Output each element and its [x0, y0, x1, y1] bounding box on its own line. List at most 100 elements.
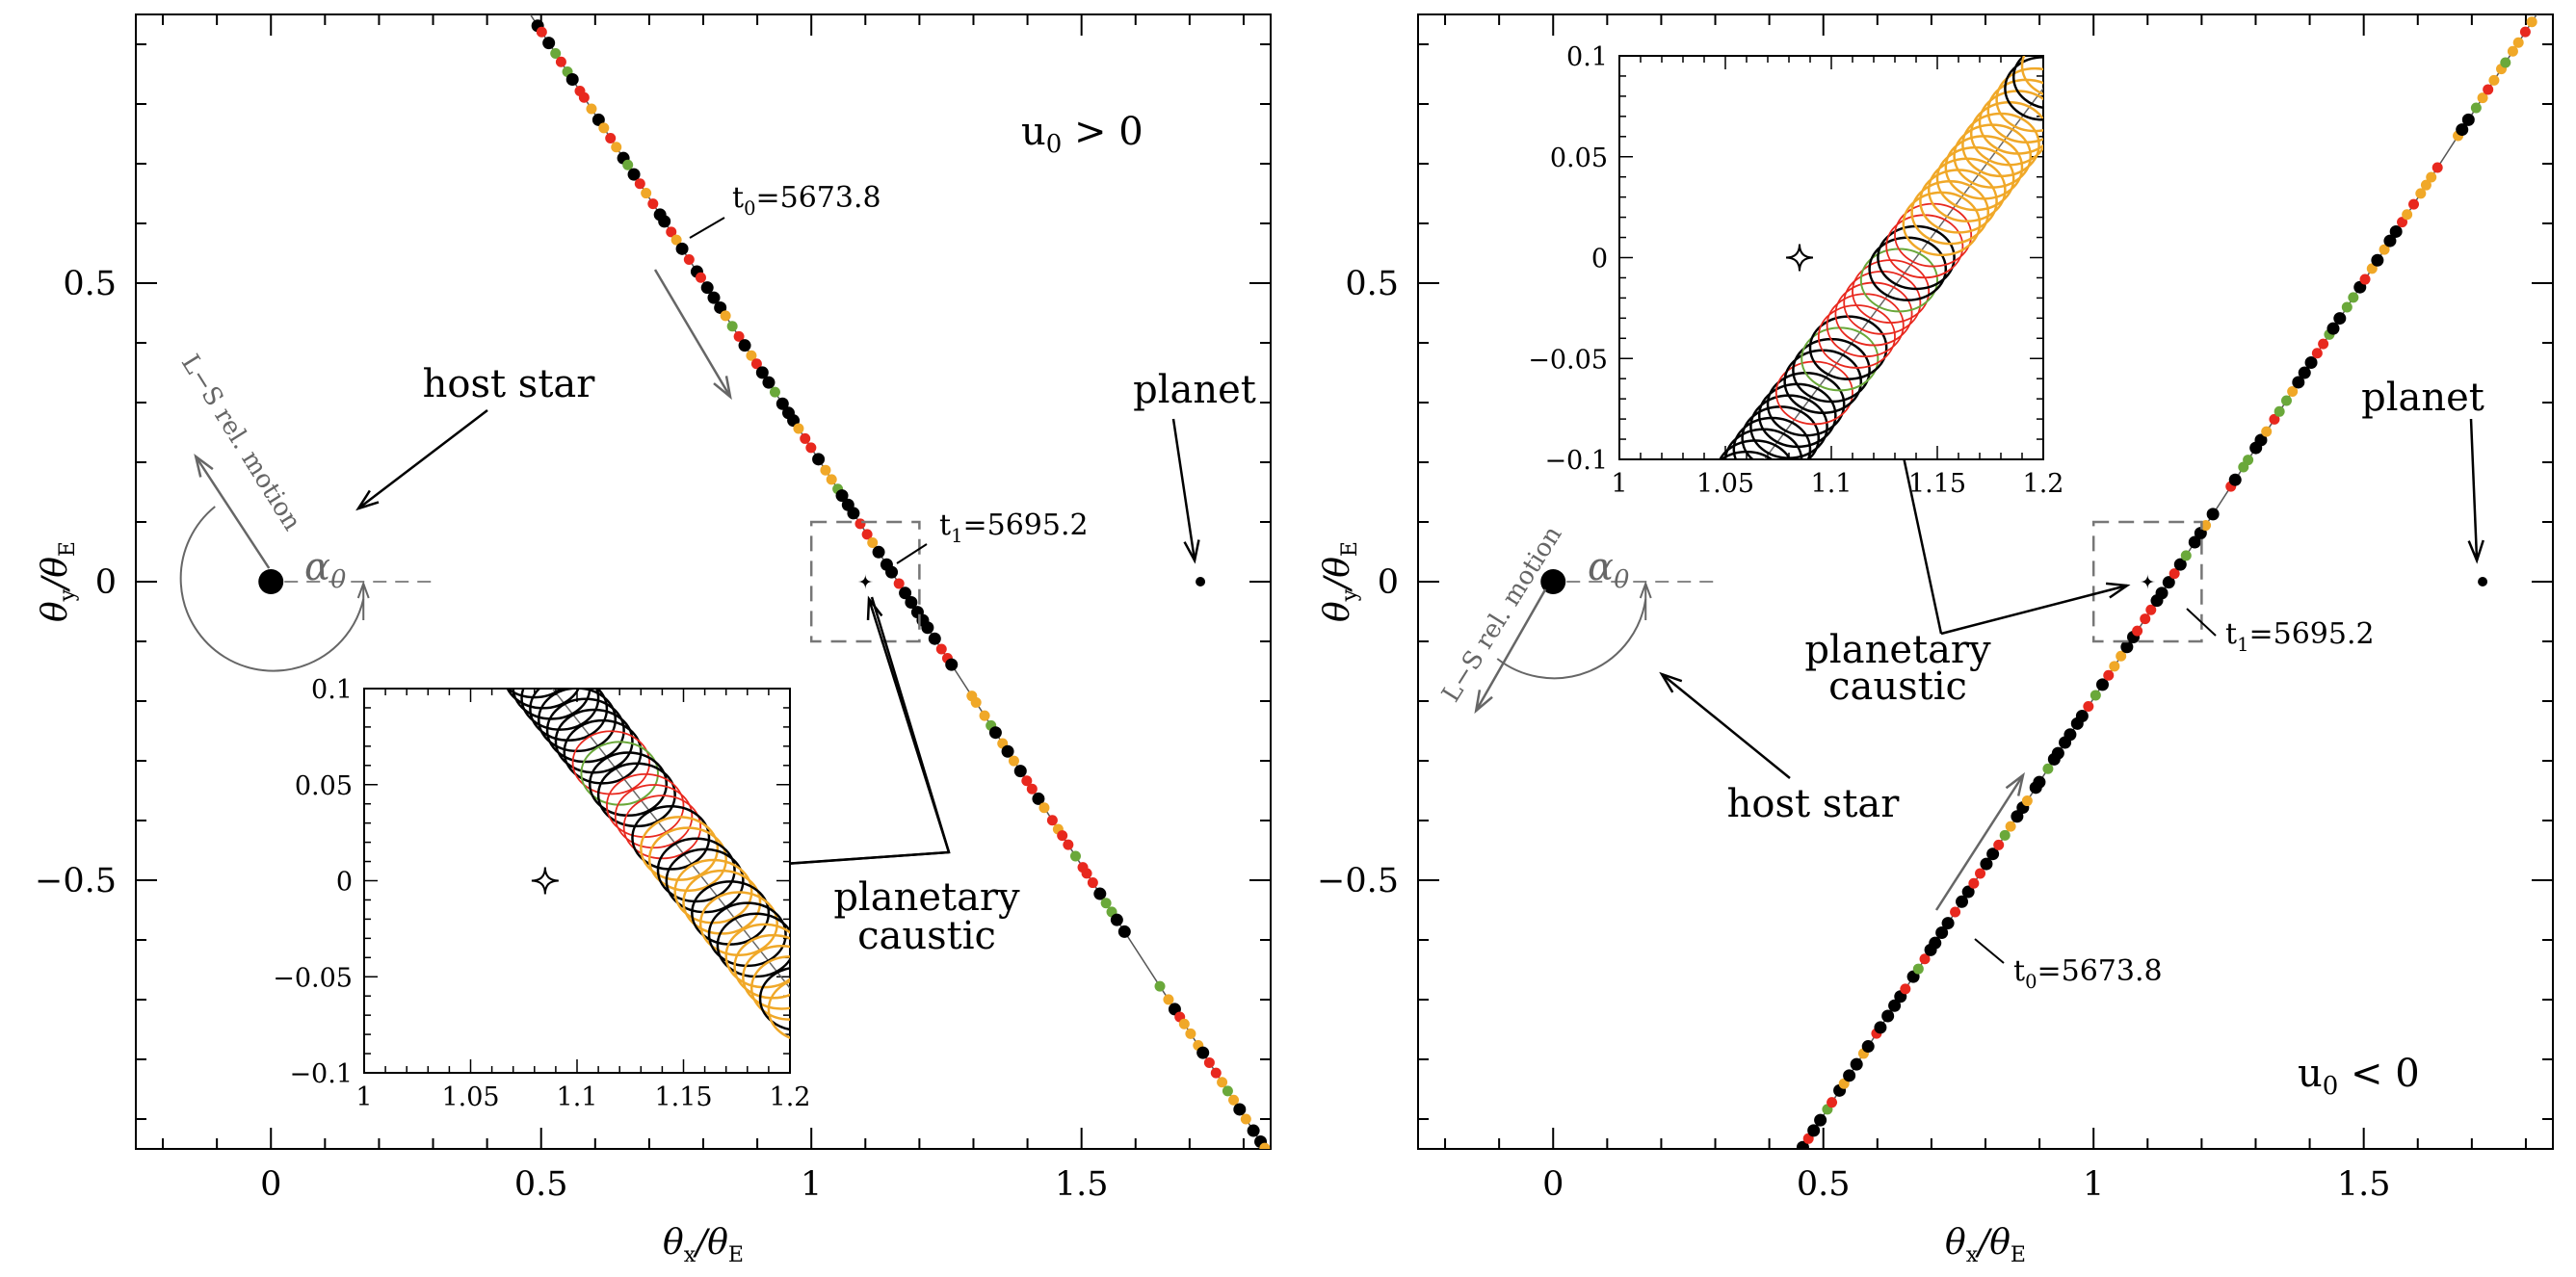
inset-caustic-shape — [1785, 244, 1814, 272]
source-circle — [631, 805, 711, 871]
y-tick-label: 0.5 — [1345, 265, 1399, 303]
inset-trajectory — [551, 689, 790, 990]
source-circle — [563, 718, 643, 785]
x-tick-label: 1.5 — [2337, 1165, 2391, 1204]
inset-x-tick-label: 1.15 — [1908, 469, 1966, 499]
data-point — [2180, 550, 2192, 561]
inset-right: 1 1.05 1.1 1.15 1.2 0.1 0.05 0 −0.05 −0.1 — [1528, 42, 2064, 593]
x-tick-label: 1 — [2083, 1165, 2104, 1204]
t0-leader — [689, 217, 725, 239]
inset-x-tick-label: 1.15 — [654, 1082, 712, 1112]
data-point — [605, 133, 617, 144]
data-point — [979, 710, 990, 721]
data-point — [1001, 744, 1014, 758]
data-point — [2280, 395, 2292, 406]
data-point — [2075, 710, 2089, 723]
y-tick-label: 0 — [95, 563, 117, 602]
data-point — [720, 310, 731, 322]
data-point — [2507, 45, 2518, 57]
u0-label: u0 < 0 — [2298, 1052, 2420, 1101]
data-point — [2359, 274, 2371, 285]
data-point — [2304, 356, 2318, 370]
data-point — [1247, 1124, 1260, 1137]
data-point — [2120, 640, 2134, 654]
data-point — [542, 37, 556, 50]
data-point — [769, 386, 780, 398]
data-point — [2042, 763, 2054, 774]
data-point — [2348, 292, 2359, 303]
data-point — [935, 643, 947, 655]
data-point — [1021, 775, 1033, 787]
data-point — [647, 198, 659, 210]
source-circle — [385, 495, 462, 558]
data-point — [1814, 1113, 1827, 1127]
data-point — [2116, 650, 2127, 662]
source-circle — [758, 967, 790, 1031]
data-point — [1807, 1124, 1821, 1137]
data-point — [1999, 829, 2011, 841]
source-circle — [606, 772, 685, 838]
data-point — [2005, 821, 2016, 832]
data-point — [835, 489, 849, 503]
data-point — [928, 632, 941, 645]
inset-content — [1649, 56, 2043, 593]
data-point — [1980, 857, 1993, 871]
source-circle — [1649, 531, 1725, 593]
data-point — [1968, 877, 1980, 889]
data-point — [565, 73, 579, 87]
data-point — [746, 350, 757, 361]
caustic-label-line1: planetary — [833, 875, 1020, 920]
inset-x-tick-label: 1.2 — [770, 1082, 811, 1112]
y-axis-label: θy/θE — [1318, 541, 1362, 622]
alpha-arc — [179, 506, 365, 672]
data-point — [970, 696, 982, 708]
inset-y-tick-label: 0.05 — [1550, 143, 1608, 173]
data-point — [578, 91, 590, 103]
inset-y-tick-label: −0.1 — [289, 1059, 353, 1089]
u0-label: u0 > 0 — [1021, 110, 1143, 159]
data-point — [1093, 887, 1107, 900]
inset-x-tick-label: 1.2 — [2023, 469, 2064, 499]
rel-motion-label: L−S rel. motion — [1436, 521, 1567, 708]
data-point — [2261, 426, 2273, 437]
data-point — [726, 321, 738, 332]
data-point — [826, 474, 837, 485]
t1-label: t1=5695.2 — [2225, 617, 2375, 656]
data-point — [1081, 868, 1092, 879]
source-circle — [716, 912, 790, 978]
caustic-arrow-to-box — [1940, 582, 2131, 636]
data-point — [700, 281, 714, 295]
data-point — [2173, 558, 2187, 571]
host-star-marker — [258, 569, 284, 594]
data-point — [945, 658, 959, 671]
data-point — [1203, 1056, 1215, 1068]
x-tick-label: 0 — [260, 1165, 281, 1204]
data-point — [2292, 376, 2305, 389]
data-point — [2188, 535, 2201, 549]
inset-y-tick-label: −0.05 — [1528, 345, 1608, 375]
data-point — [2383, 234, 2397, 248]
data-point — [2389, 224, 2403, 238]
data-point — [2426, 171, 2437, 183]
source-circle — [377, 484, 454, 547]
data-point — [536, 26, 547, 38]
data-point — [2033, 775, 2046, 789]
source-circle — [403, 516, 480, 579]
data-point — [1900, 983, 1911, 995]
data-point — [2477, 92, 2488, 104]
data-point — [550, 47, 562, 59]
source-circle — [2011, 56, 2043, 110]
rel-motion-arrow — [1474, 588, 1547, 715]
data-point — [1013, 765, 1027, 778]
panel-left: 0 0.5 1 1.5 −0.5 0 0.5 θx/θE θy/θE planet u0 > 0 t0… — [35, 13, 1272, 1267]
data-point — [714, 300, 727, 314]
inset-x-tick-label: 1 — [1611, 469, 1627, 499]
source-circle — [767, 979, 790, 1039]
source-circle — [529, 689, 609, 742]
zoom-box — [2091, 520, 2203, 643]
data-point — [2021, 795, 2033, 807]
inset-caustic-shape — [531, 867, 559, 895]
data-point — [2254, 433, 2268, 447]
y-axis-label: θy/θE — [36, 541, 80, 622]
data-point — [1008, 755, 1019, 767]
